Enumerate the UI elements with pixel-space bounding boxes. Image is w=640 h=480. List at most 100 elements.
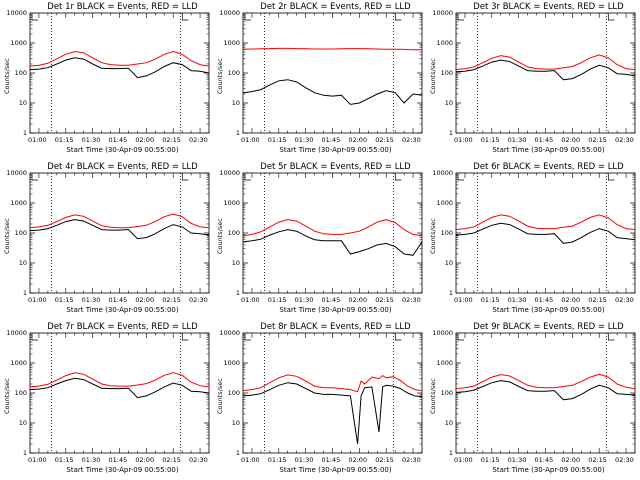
- x-tick-label: 01:45: [108, 296, 128, 304]
- x-axis-label: Start Time (30-Apr-09 00:55:00): [492, 146, 605, 154]
- corner-marker-right: [395, 174, 402, 181]
- x-tick-label: 01:45: [321, 296, 341, 304]
- y-tick-label: 1: [235, 288, 240, 297]
- plot-frame: [29, 12, 210, 134]
- plot-title: Det 3r BLACK = Events, RED = LLD: [473, 2, 624, 12]
- x-tick-label: 02:00: [561, 296, 581, 304]
- x-tick-label: 02:00: [135, 296, 155, 304]
- series-line-events: [29, 57, 210, 79]
- plot-frame: [242, 332, 423, 454]
- y-tick-label: 1000: [436, 38, 453, 47]
- plot-frame: [242, 172, 423, 294]
- y-tick-label: 100: [14, 68, 27, 77]
- x-tick-label: 02:00: [135, 456, 155, 464]
- y-axis-label: Counts/sec: [429, 58, 437, 94]
- x-tick-label: 02:30: [189, 456, 208, 464]
- x-tick-label: 01:45: [534, 456, 554, 464]
- series-line-lld: [29, 213, 210, 229]
- x-tick-label: 02:00: [348, 136, 368, 144]
- x-tick-label: 01:00: [240, 456, 260, 464]
- y-tick-label: 100: [227, 228, 240, 237]
- corner-marker-left: [457, 14, 464, 21]
- corner-marker-left: [31, 334, 38, 341]
- series-line-lld: [242, 374, 423, 393]
- y-tick-label: 1: [22, 128, 27, 137]
- y-tick-label: 10: [231, 258, 240, 267]
- x-tick-label: 01:45: [534, 296, 554, 304]
- x-tick-label: 01:45: [108, 136, 128, 144]
- y-axis-label: Counts/sec: [429, 218, 437, 254]
- x-tick-label: 02:30: [615, 136, 634, 144]
- plot-frame: [242, 12, 423, 134]
- y-tick-label: 1: [448, 448, 453, 457]
- plot-canvas: [29, 172, 210, 294]
- corner-marker-right: [608, 174, 615, 181]
- x-tick-label: 01:00: [453, 456, 473, 464]
- plot-title: Det 8r BLACK = Events, RED = LLD: [260, 322, 411, 332]
- x-axis-label: Start Time (30-Apr-09 00:55:00): [66, 306, 179, 314]
- x-tick-label: 02:15: [588, 296, 607, 304]
- x-tick-label: 01:00: [240, 136, 260, 144]
- detector-plot-8: Det 8r BLACK = Events, RED = LLD Start Ti…: [213, 320, 426, 480]
- y-tick-label: 10000: [219, 168, 240, 177]
- x-tick-label: 01:30: [507, 296, 527, 304]
- x-tick-label: 01:00: [27, 296, 47, 304]
- x-tick-label: 02:15: [375, 456, 394, 464]
- y-axis-label: Counts/sec: [3, 58, 11, 94]
- x-axis-label: Start Time (30-Apr-09 00:55:00): [492, 466, 605, 474]
- corner-marker-right: [395, 14, 402, 21]
- plot-frame: [29, 172, 210, 294]
- x-tick-label: 02:00: [135, 136, 155, 144]
- plot-canvas: [242, 172, 423, 294]
- x-tick-label: 01:00: [27, 456, 47, 464]
- y-tick-label: 1000: [10, 38, 27, 47]
- x-tick-label: 01:00: [453, 296, 473, 304]
- y-tick-label: 10: [18, 258, 27, 267]
- y-tick-label: 100: [440, 68, 453, 77]
- detector-plot-9: Det 9r BLACK = Events, RED = LLD Start Ti…: [426, 320, 639, 480]
- y-tick-label: 10000: [219, 328, 240, 337]
- y-axis-label: Counts/sec: [216, 58, 224, 94]
- x-tick-label: 01:15: [267, 456, 287, 464]
- x-tick-label: 01:45: [321, 456, 341, 464]
- x-tick-label: 02:15: [162, 456, 181, 464]
- x-tick-label: 02:30: [402, 456, 421, 464]
- series-line-lld: [242, 219, 423, 237]
- corner-marker-left: [31, 174, 38, 181]
- y-tick-label: 10: [18, 418, 27, 427]
- y-tick-label: 10: [231, 418, 240, 427]
- x-axis-label: Start Time (30-Apr-09 00:55:00): [279, 466, 392, 474]
- y-tick-label: 10000: [432, 8, 453, 17]
- y-axis-label: Counts/sec: [3, 218, 11, 254]
- x-tick-label: 01:45: [534, 136, 554, 144]
- plot-canvas: [242, 12, 423, 134]
- y-tick-label: 100: [227, 68, 240, 77]
- y-tick-label: 1: [235, 448, 240, 457]
- y-tick-label: 1: [22, 288, 27, 297]
- y-tick-label: 100: [14, 388, 27, 397]
- y-tick-label: 100: [440, 388, 453, 397]
- y-tick-label: 10000: [6, 328, 27, 337]
- plot-title: Det 6r BLACK = Events, RED = LLD: [473, 162, 624, 172]
- x-tick-label: 01:30: [294, 136, 314, 144]
- x-tick-label: 01:15: [54, 296, 74, 304]
- detector-plot-7: Det 7r BLACK = Events, RED = LLD Start Ti…: [0, 320, 213, 480]
- x-tick-label: 02:15: [375, 136, 394, 144]
- plot-canvas: [455, 332, 636, 454]
- series-line-events: [455, 59, 636, 81]
- y-tick-label: 10000: [432, 168, 453, 177]
- detector-plot-4: Det 4r BLACK = Events, RED = LLD Start Ti…: [0, 160, 213, 320]
- y-tick-label: 10: [18, 98, 27, 107]
- y-tick-label: 1: [235, 128, 240, 137]
- x-tick-label: 02:30: [402, 136, 421, 144]
- x-tick-label: 01:45: [321, 136, 341, 144]
- plot-frame: [29, 332, 210, 454]
- plot-frame: [455, 332, 636, 454]
- corner-marker-left: [244, 14, 251, 21]
- x-axis-label: Start Time (30-Apr-09 00:55:00): [66, 466, 179, 474]
- detector-plot-5: Det 5r BLACK = Events, RED = LLD Start Ti…: [213, 160, 426, 320]
- x-tick-label: 02:30: [615, 456, 634, 464]
- x-tick-label: 01:15: [480, 456, 500, 464]
- y-tick-label: 1: [448, 288, 453, 297]
